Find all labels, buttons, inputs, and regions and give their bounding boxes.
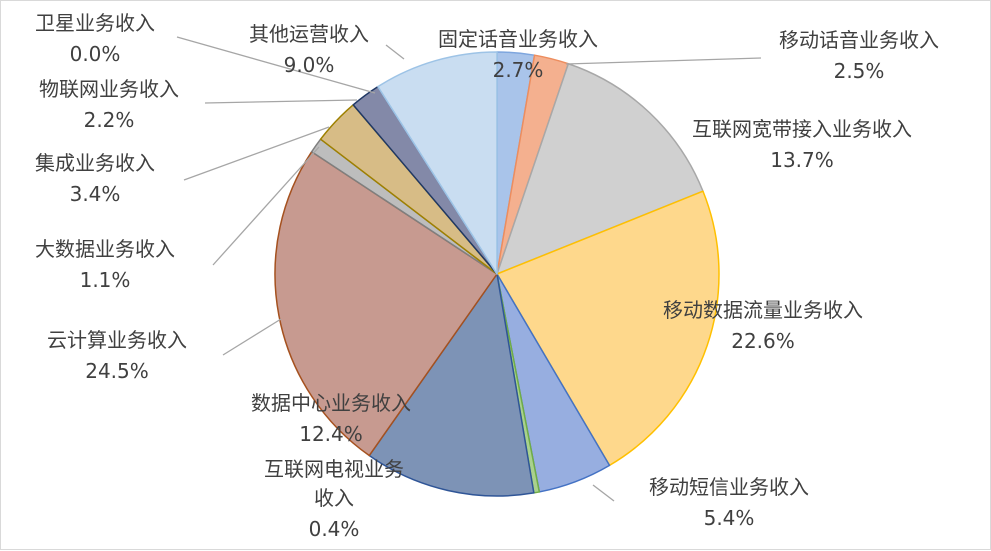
slice-percent-5: 5.4% [704,506,755,530]
pie-slice-8 [274,150,498,457]
pie-slice-3 [496,63,704,275]
slice-percent-11: 2.2% [84,108,135,132]
slice-label-6-line-2: 收入 [314,486,354,510]
slice-label-4: 移动数据流量业务收入 [663,298,863,322]
slice-label-10: 集成业务收入 [35,151,155,175]
slice-label-7: 数据中心业务收入 [251,391,411,415]
leader-line-5 [592,484,615,502]
slice-percent-13: 9.0% [284,53,335,77]
slice-percent-6: 0.4% [309,517,360,541]
slice-percent-2: 2.5% [834,59,885,83]
slice-label-2: 移动话音业务收入 [779,28,939,52]
slice-label-8: 云计算业务收入 [47,328,187,352]
data-labels: 固定话音业务收入 2.7% 移动话音业务收入 2.5% 互联网宽带接入业务收入 13.7%… [35,11,939,541]
pie-slice-7 [368,273,535,497]
leader-line-10 [183,126,330,181]
slice-percent-4: 22.6% [731,329,795,353]
slice-label-11: 物联网业务收入 [39,77,179,101]
slice-percent-10: 3.4% [70,182,121,206]
slice-percent-12: 0.0% [70,42,121,66]
slice-label-1: 固定话音业务收入 [438,27,598,51]
slice-label-13: 其他运营收入 [249,22,369,46]
slice-percent-3: 13.7% [770,148,834,172]
leader-line-8 [222,318,282,356]
slice-percent-1: 2.7% [493,58,544,82]
slice-label-12: 卫星业务收入 [35,11,155,35]
slice-percent-9: 1.1% [80,268,131,292]
slice-percent-7: 12.4% [299,422,363,446]
pie-slice-13 [377,51,498,275]
leader-lines [176,36,762,502]
slice-label-5: 移动短信业务收入 [649,475,809,499]
leader-line-11 [204,99,358,104]
leader-line-2 [565,57,762,65]
slice-label-6-line-1: 互联网电视业务 [264,457,404,481]
pie-slice-4 [496,190,720,467]
leader-line-9 [212,146,320,266]
slice-label-9: 大数据业务收入 [35,237,175,261]
leader-line-12 [176,36,376,94]
slice-percent-8: 24.5% [85,359,149,383]
pie-slices [274,51,720,497]
leader-line-13 [385,44,405,60]
slice-label-3: 互联网宽带接入业务收入 [692,117,912,141]
